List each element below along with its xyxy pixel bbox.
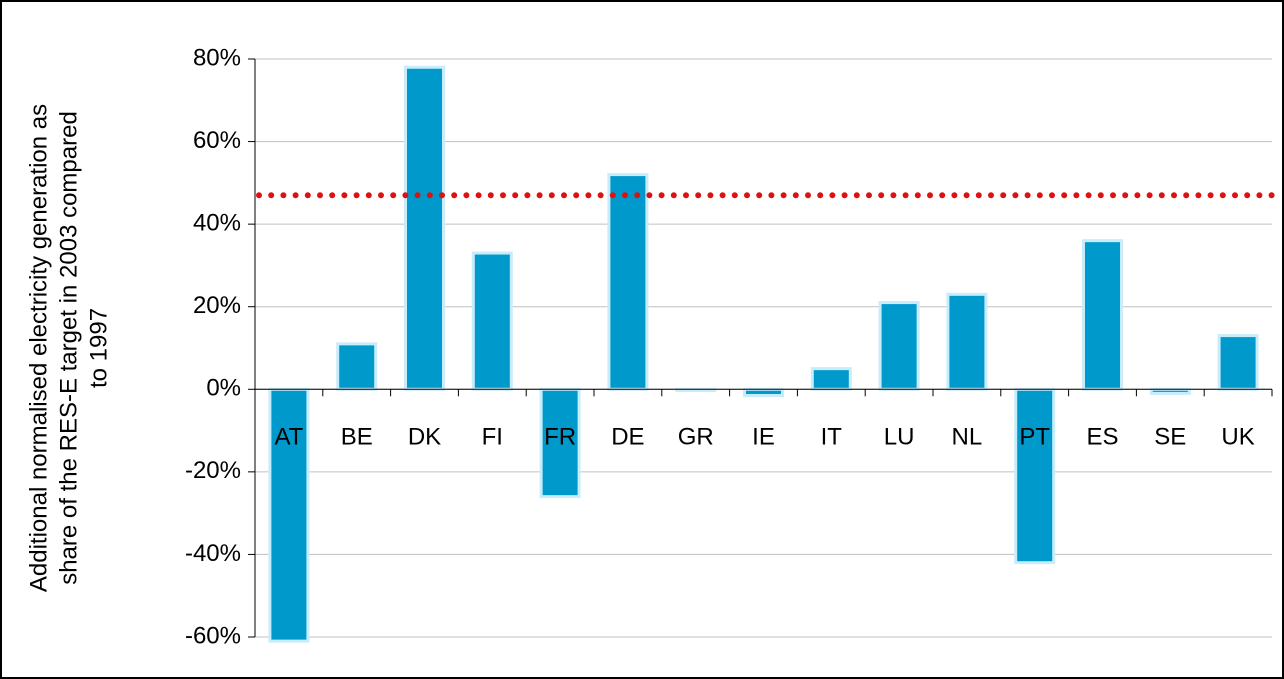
x-tick-label: SE — [1154, 424, 1186, 451]
x-tick-label: ES — [1086, 424, 1118, 451]
y-axis-label-line: share of the RES-E target in 2003 compar… — [55, 111, 82, 585]
y-tick-label: 20% — [193, 292, 241, 319]
y-axis-label-line: Additional normalised electricity genera… — [25, 104, 52, 592]
x-tick-label: NL — [952, 424, 983, 451]
x-tick-label: DE — [611, 424, 644, 451]
x-tick-label: PT — [1019, 424, 1050, 451]
bar — [1082, 239, 1123, 391]
bar — [539, 387, 581, 499]
bar — [268, 387, 310, 643]
x-tick-label: IT — [821, 424, 843, 451]
x-tick-label: LU — [884, 424, 915, 451]
bar — [1014, 387, 1056, 565]
bar — [1149, 387, 1191, 395]
y-tick-label: 40% — [193, 209, 241, 236]
bar — [471, 251, 513, 391]
x-tick-label: FI — [482, 424, 503, 451]
x-tick-label: GR — [678, 424, 714, 451]
bar — [404, 65, 445, 391]
x-tick-label: IE — [752, 424, 775, 451]
x-tick-label: AT — [274, 424, 303, 451]
y-axis-label-line: to 1997 — [85, 308, 112, 388]
y-tick-label: 80% — [193, 44, 241, 71]
x-tick-label: FR — [544, 424, 576, 451]
bar — [878, 301, 920, 391]
bar — [810, 367, 852, 391]
x-tick-label: UK — [1221, 424, 1254, 451]
y-tick-label: -20% — [185, 457, 241, 484]
y-tick-label: -60% — [185, 622, 241, 649]
bar — [743, 387, 784, 397]
bar — [1217, 334, 1259, 391]
x-tick-label: BE — [341, 424, 373, 451]
y-tick-label: 0% — [206, 375, 241, 402]
bar — [607, 173, 649, 391]
y-tick-label: 60% — [193, 127, 241, 154]
x-tick-label: DK — [408, 424, 441, 451]
y-axis-label: Additional normalised electricity genera… — [25, 104, 112, 592]
y-tick-label: -40% — [185, 540, 241, 567]
bar — [336, 342, 378, 391]
bar — [946, 292, 988, 391]
